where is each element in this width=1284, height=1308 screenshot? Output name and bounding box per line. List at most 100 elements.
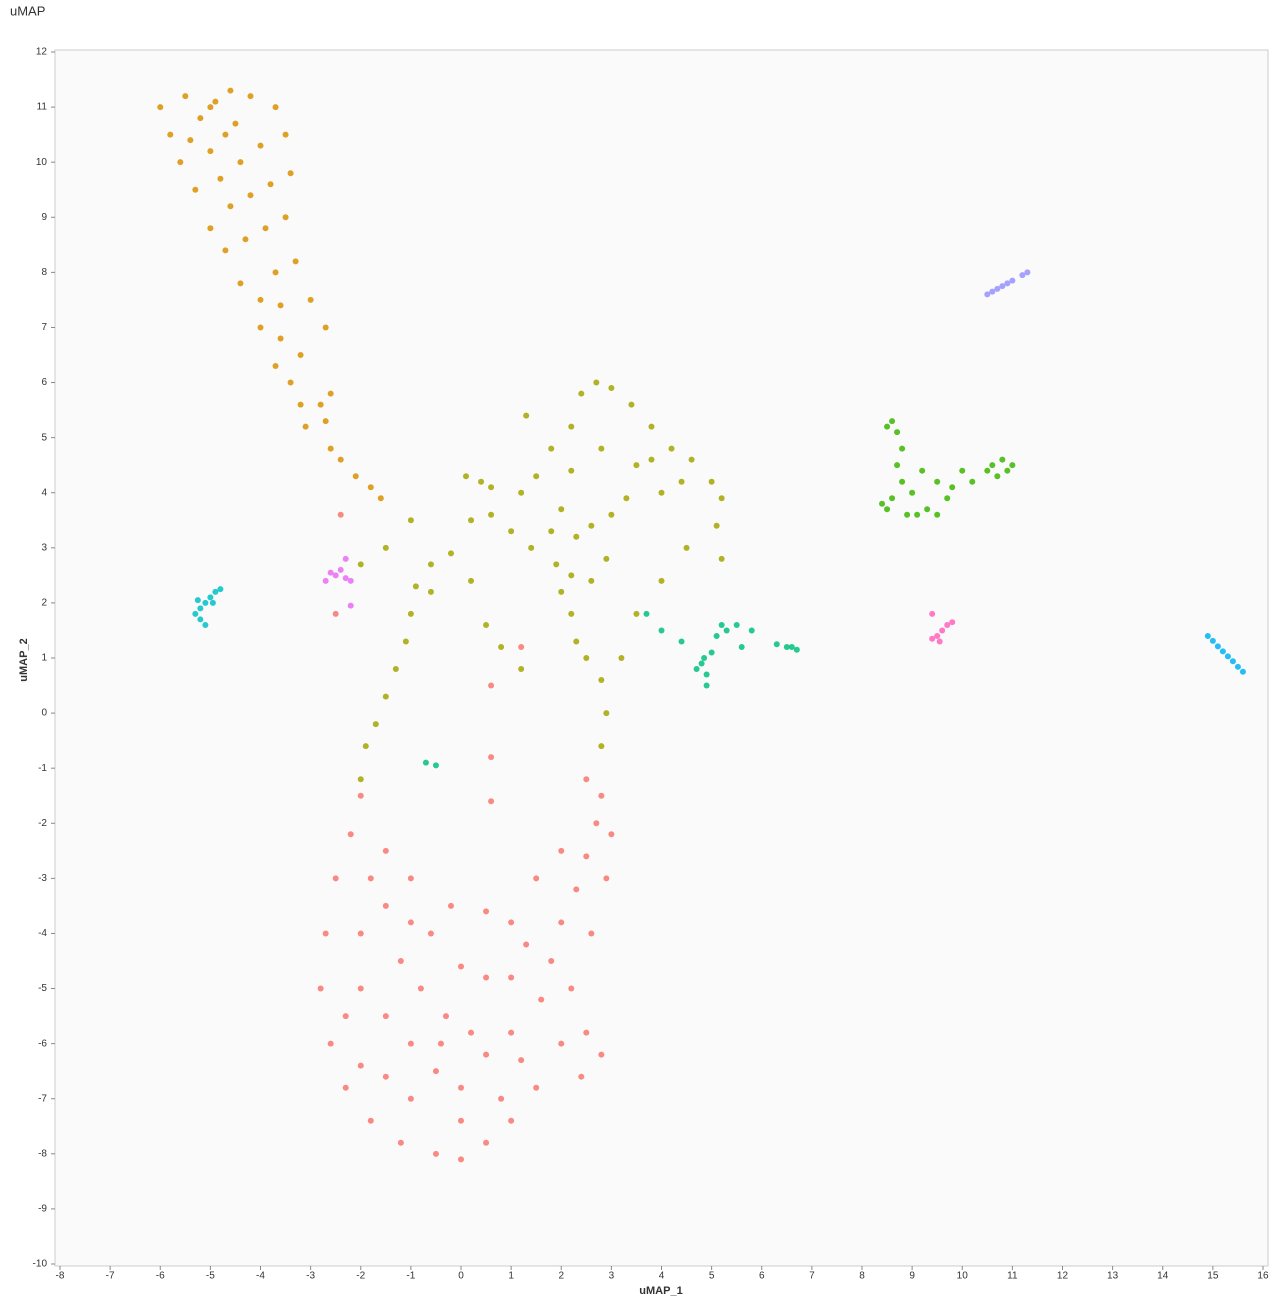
point	[447, 550, 454, 557]
point	[578, 390, 585, 397]
point	[723, 627, 730, 634]
point	[658, 627, 665, 634]
point	[568, 467, 575, 474]
point	[432, 1068, 439, 1075]
point	[583, 655, 590, 661]
x-tick-label: 13	[1107, 1271, 1119, 1282]
point	[1009, 277, 1016, 284]
point	[432, 1150, 439, 1157]
point	[317, 985, 324, 992]
point	[337, 511, 344, 518]
point	[257, 296, 264, 303]
point	[217, 586, 224, 593]
point	[598, 743, 605, 750]
point	[382, 847, 389, 854]
point	[207, 148, 214, 155]
point	[322, 418, 329, 425]
point	[708, 649, 715, 656]
y-tick-label: -8	[38, 1148, 47, 1159]
point	[272, 363, 279, 370]
x-tick-label: -4	[256, 1271, 265, 1282]
point	[999, 283, 1006, 290]
y-tick-label: 1	[41, 653, 47, 664]
point	[347, 602, 354, 609]
x-tick-label: 1	[508, 1271, 514, 1282]
point	[342, 555, 349, 562]
point	[919, 467, 926, 474]
point	[483, 974, 490, 981]
point	[392, 666, 399, 673]
point	[194, 597, 201, 604]
point	[738, 643, 745, 650]
point	[498, 643, 505, 650]
point	[703, 671, 710, 678]
point	[357, 776, 364, 783]
point	[297, 401, 304, 408]
point	[909, 489, 916, 496]
point	[407, 919, 414, 926]
point	[232, 120, 239, 127]
point	[1234, 663, 1241, 670]
point	[262, 225, 269, 232]
point	[157, 104, 164, 111]
point	[1024, 269, 1031, 276]
point	[458, 963, 465, 970]
point	[508, 974, 515, 981]
point	[447, 902, 454, 909]
y-tick-label: 2	[41, 598, 47, 609]
point	[914, 511, 921, 518]
point	[533, 875, 540, 882]
point	[558, 1040, 565, 1047]
point	[628, 401, 635, 408]
point	[468, 517, 475, 524]
point	[518, 489, 525, 496]
point	[182, 93, 189, 100]
point	[217, 175, 224, 182]
point	[327, 569, 334, 576]
point	[708, 478, 715, 485]
point	[994, 285, 1001, 292]
x-tick-label: -6	[156, 1271, 165, 1282]
y-tick-label: 12	[36, 47, 48, 58]
point	[608, 385, 615, 392]
point	[603, 875, 610, 882]
point	[327, 390, 334, 397]
point	[377, 495, 384, 502]
point	[197, 115, 204, 122]
point	[427, 588, 434, 595]
point	[207, 104, 214, 111]
point	[593, 379, 600, 386]
point	[879, 500, 886, 507]
point	[1009, 462, 1016, 469]
point	[277, 302, 284, 309]
point	[894, 462, 901, 469]
point	[508, 528, 515, 535]
y-tick-label: -7	[38, 1093, 47, 1104]
point	[558, 506, 565, 513]
point	[272, 269, 279, 276]
point	[307, 296, 314, 303]
point	[327, 445, 334, 452]
point	[558, 588, 565, 595]
point	[648, 423, 655, 430]
point	[548, 445, 555, 452]
y-tick-label: -3	[38, 873, 47, 884]
x-tick-label: -1	[406, 1271, 415, 1282]
point	[568, 423, 575, 430]
point	[367, 875, 374, 882]
x-tick-label: -5	[206, 1271, 215, 1282]
point	[1229, 658, 1236, 665]
point	[568, 572, 575, 579]
point	[488, 798, 495, 805]
point	[442, 1013, 449, 1020]
point	[1239, 668, 1246, 675]
point	[678, 638, 685, 645]
point	[427, 930, 434, 937]
point	[899, 478, 906, 485]
point	[1004, 280, 1011, 287]
point	[483, 1051, 490, 1058]
x-tick-label: 12	[1057, 1271, 1069, 1282]
point	[633, 462, 640, 469]
x-tick-label: 11	[1007, 1271, 1018, 1282]
point	[257, 142, 264, 149]
